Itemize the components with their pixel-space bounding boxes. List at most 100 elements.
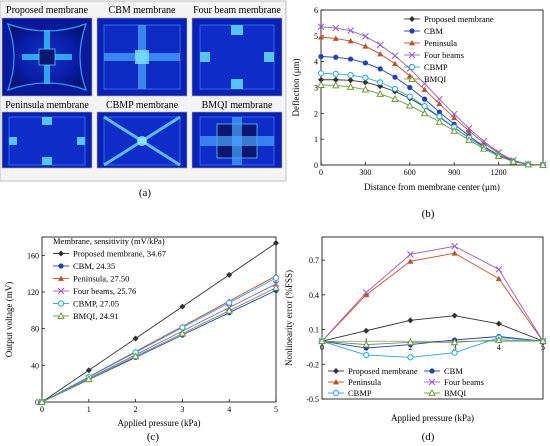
y-axis-label: Nonlinearity error (%FSS) [284, 270, 294, 366]
legend-label: CBM [444, 366, 463, 376]
tile-title: Peninsula membrane [5, 100, 89, 111]
data-point [494, 152, 503, 160]
data-point [347, 72, 354, 79]
data-point [318, 53, 324, 60]
data-point [495, 275, 502, 282]
y-axis-label: Output voltage (mV) [4, 282, 14, 358]
series-line [41, 283, 277, 403]
data-point [408, 51, 416, 59]
y-tick-label: 3 [314, 84, 318, 93]
x-axis-label: Applied pressure (kPa) [391, 413, 474, 423]
data-point [272, 274, 280, 282]
data-point [509, 157, 518, 165]
data-point [479, 144, 488, 152]
data-point [466, 127, 472, 134]
y-tick-label: 80 [31, 325, 39, 334]
tile-cbm: CBM membrane [96, 5, 188, 97]
data-point [409, 28, 415, 34]
data-point [347, 38, 354, 44]
data-point [407, 258, 414, 264]
tile-four-beam: Four beam membrane [191, 5, 283, 97]
series-line [321, 337, 544, 358]
series-line [321, 339, 544, 346]
data-point [58, 263, 64, 269]
data-point [347, 77, 354, 84]
legend-label: CBM, 24.35 [73, 261, 115, 271]
tile-proposed: Proposed membrane [1, 5, 93, 97]
tile-title: Proposed membrane [6, 5, 88, 16]
data-point [392, 60, 398, 67]
chart-d-nonlinearity: -0.5-0.20.10.40.7012345Applied pressure … [284, 236, 547, 423]
data-point [273, 240, 279, 247]
series-line [41, 287, 277, 403]
data-point [362, 60, 368, 66]
data-point [318, 337, 326, 345]
data-point [421, 80, 428, 88]
caption-c: (c) [147, 431, 160, 443]
data-point [317, 70, 325, 77]
series-line [321, 252, 544, 342]
data-point [363, 327, 370, 334]
data-point [436, 95, 443, 103]
data-point [392, 74, 398, 80]
data-point [318, 76, 324, 83]
x-tick-label: 1200 [491, 168, 507, 177]
legend-label: Peninsula, 27.50 [73, 274, 129, 284]
tile-title: CBMP membrane [106, 100, 179, 111]
x-tick-label: 3 [453, 343, 457, 352]
data-point [361, 85, 370, 93]
data-point [348, 56, 354, 62]
series-line [41, 242, 277, 403]
x-axis-label: Applied pressure (kPa) [118, 418, 201, 428]
series-line [321, 315, 544, 342]
legend-label: Four beams [444, 377, 484, 387]
data-point [428, 378, 436, 386]
x-tick-label: 0 [320, 343, 324, 352]
y-tick-label: 40 [31, 361, 39, 370]
legend-label: Proposed membrane, 34.67 [73, 249, 166, 259]
data-point [421, 103, 428, 110]
data-point [376, 41, 384, 49]
data-point [84, 375, 93, 383]
data-point [362, 79, 369, 86]
data-point [407, 84, 413, 91]
y-tick-label: 1 [314, 135, 318, 144]
x-tick-label: 3 [180, 405, 184, 414]
x-tick-label: 300 [359, 168, 371, 177]
data-point [465, 124, 473, 132]
data-point [407, 250, 414, 258]
data-point [38, 397, 46, 405]
data-point [391, 52, 399, 60]
x-tick-label: 4 [497, 343, 501, 352]
data-point [332, 70, 339, 77]
data-point [539, 337, 547, 345]
data-point [407, 354, 414, 361]
legend-label: BMQI, 24.91 [73, 311, 119, 321]
legend-label: CBMP [348, 388, 372, 398]
data-point [495, 266, 503, 273]
y-tick-label: 0 [314, 161, 318, 170]
y-tick-label: 6 [314, 6, 318, 15]
legend-label: Four beams [424, 50, 464, 60]
data-point [362, 43, 369, 49]
data-point [450, 126, 459, 134]
legend-label: CBMP [424, 62, 448, 72]
data-point [57, 311, 65, 319]
y-tick-label: -0.5 [306, 395, 319, 404]
y-axis-label: Deflection (μm) [291, 58, 301, 116]
data-point [405, 101, 414, 109]
data-point [346, 82, 355, 90]
x-tick-label: 4 [227, 405, 231, 414]
series-line [320, 26, 544, 166]
y-tick-label: 120 [27, 288, 39, 297]
data-point [377, 50, 384, 57]
tile-title: Four beam membrane [193, 5, 281, 16]
data-point [451, 250, 458, 256]
data-point [451, 312, 458, 319]
data-point [317, 23, 325, 31]
data-point [179, 324, 186, 331]
x-axis-label: Distance from membrane center (μm) [364, 182, 500, 192]
data-point [179, 303, 186, 310]
legend-label: Peninsula [424, 38, 457, 48]
